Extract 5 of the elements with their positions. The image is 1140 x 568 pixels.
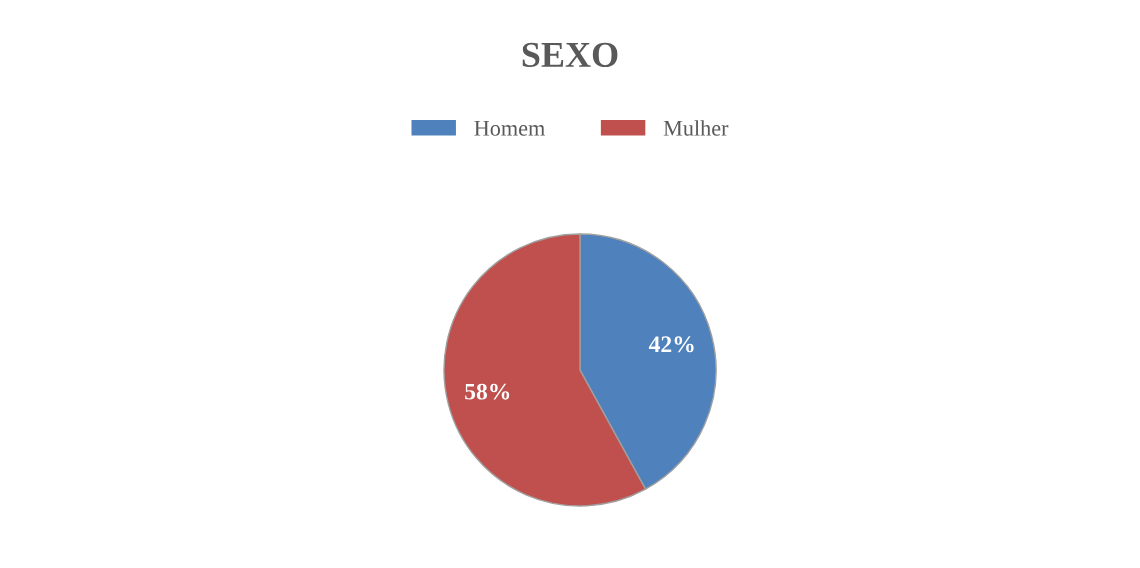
legend-label: Mulher — [663, 120, 729, 136]
chart-title: SEXO — [522, 42, 618, 68]
data-label: 42% — [648, 336, 694, 353]
data-label: 58% — [465, 383, 510, 400]
legend-label: Homem — [474, 121, 545, 136]
